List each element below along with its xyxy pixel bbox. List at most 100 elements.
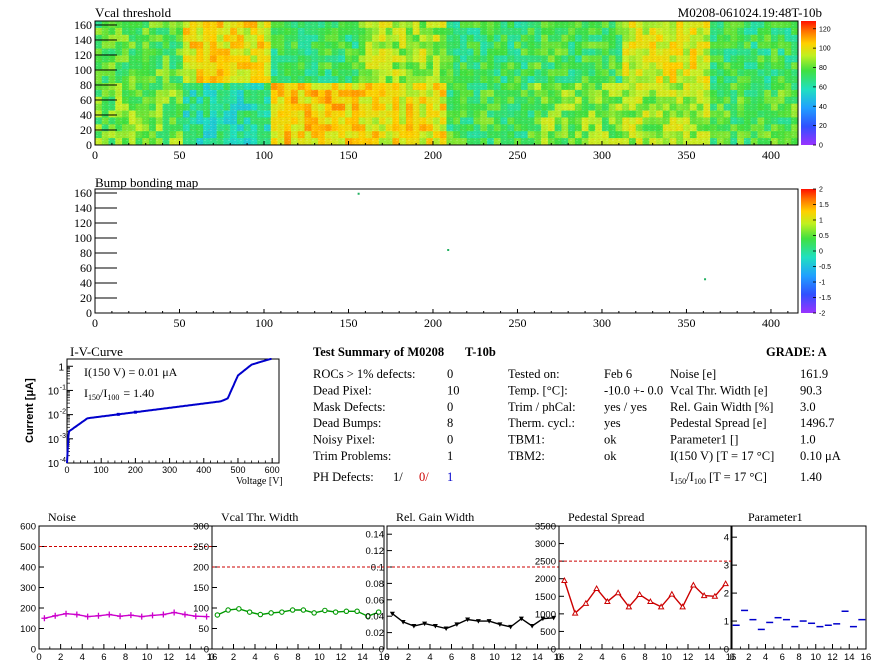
summary-defect-value: 0 xyxy=(447,433,453,447)
roc-point xyxy=(149,612,156,619)
bump-map-points xyxy=(357,192,707,281)
roc-x-tick-label: 0 xyxy=(729,652,734,663)
map-x-tick-label: 400 xyxy=(762,316,780,330)
summary-condition-label: Trim / phCal: xyxy=(508,400,576,414)
map-x-tick-label: 50 xyxy=(173,316,185,330)
map-y-tick-label: 40 xyxy=(80,108,92,122)
iv-y-tick-label: 10 xyxy=(48,411,60,422)
summary-defect-label: Dead Pixel: xyxy=(313,383,372,397)
roc-x-tick-label: 16 xyxy=(207,652,218,663)
iv-ylabel: Current [μA] xyxy=(24,378,36,443)
roc-point xyxy=(540,616,546,622)
roc-chart-frame xyxy=(386,525,560,650)
scale-tick-label: 80 xyxy=(819,65,827,72)
summary-parameter-label: Vcal Thr. Width [e] xyxy=(670,383,768,397)
summary-condition-value: yes xyxy=(604,416,621,430)
summary-defect-value: 8 xyxy=(447,416,453,430)
scale-tick-label: 0.5 xyxy=(819,233,829,240)
iv-y-tick-exponent: -1 xyxy=(60,384,66,391)
scale-tick-label: 120 xyxy=(819,26,831,33)
vcal-map-frame xyxy=(94,20,799,146)
roc-x-tick-label: 6 xyxy=(274,652,279,663)
roc-x-tick-label: 14 xyxy=(844,652,855,663)
summary-parameter-value: 0.10 μA xyxy=(800,449,841,463)
roc-y-tick-label: 4 xyxy=(724,533,729,544)
summary-ratio-label: I150/I100 [T = 17 °C] xyxy=(670,470,767,486)
ph-defects-value-3: 1 xyxy=(447,470,453,484)
map-x-tick-label: 200 xyxy=(424,148,442,162)
roc-x-tick-label: 10 xyxy=(142,652,153,663)
roc-y-tick-label: 0 xyxy=(31,645,36,656)
scale-tick-label: -1.5 xyxy=(819,295,831,302)
bump-color-scale xyxy=(801,189,816,313)
roc-point xyxy=(411,624,417,629)
roc-point xyxy=(657,603,665,610)
roc-x-tick-label: 8 xyxy=(295,652,300,663)
roc-point xyxy=(604,598,611,605)
summary-defect-label: Noisy Pixel: xyxy=(313,433,375,447)
roc-x-tick-label: 10 xyxy=(661,652,672,663)
map-x-tick-label: 300 xyxy=(593,316,611,330)
roc-point xyxy=(289,607,296,613)
roc-point xyxy=(475,619,481,624)
roc-y-tick-label: 300 xyxy=(20,583,36,594)
map-y-tick-label: 160 xyxy=(74,186,92,200)
roc-y-tick-label: 0.08 xyxy=(366,579,385,590)
map-y-tick-label: 80 xyxy=(80,78,92,92)
iv-ratio-label: I150/I100 = 1.40 xyxy=(84,386,154,402)
scale-tick-label: -0.5 xyxy=(819,264,831,271)
roc-point xyxy=(332,609,339,615)
roc-series-line xyxy=(217,608,379,617)
roc-y-tick-label: 0.02 xyxy=(366,628,385,639)
roc-x-tick-label: 16 xyxy=(861,652,872,663)
roc-point xyxy=(311,610,317,616)
roc-x-tick-label: 6 xyxy=(101,652,106,663)
roc-point xyxy=(73,611,80,618)
roc-chart-frame xyxy=(211,525,385,650)
map-y-tick-label: 120 xyxy=(74,48,92,62)
vcal-map-title: Vcal threshold xyxy=(95,5,172,20)
roc-x-tick-label: 8 xyxy=(470,652,475,663)
iv-x-tick-label: 500 xyxy=(230,465,245,475)
summary-defect-label: ROCs > 1% defects: xyxy=(313,367,416,381)
roc-point xyxy=(711,592,719,599)
roc-series-line xyxy=(563,580,727,615)
roc-point xyxy=(454,622,460,627)
map-y-tick-label: 20 xyxy=(80,123,92,137)
iv-title: I-V-Curve xyxy=(70,344,123,359)
map-x-tick-label: 0 xyxy=(92,316,98,330)
map-y-tick-label: 160 xyxy=(74,18,92,32)
module-id-label: M0208-061024.19:48T-10b xyxy=(678,5,822,20)
roc-x-tick-label: 6 xyxy=(780,652,785,663)
iv-y-tick-label: 10 xyxy=(48,435,60,446)
roc-point xyxy=(106,611,113,618)
roc-point xyxy=(160,611,167,618)
roc-x-tick-label: 16 xyxy=(726,652,737,663)
bump-color-scale-ticks: 2 1.5 1 0.5 0 -0.5 -1 -1.5 -2 xyxy=(813,187,831,318)
roc-x-tick-label: 10 xyxy=(810,652,821,663)
roc-point xyxy=(127,612,134,619)
roc-x-tick-label: 8 xyxy=(796,652,801,663)
roc-x-tick-label: 4 xyxy=(599,652,604,663)
roc-point xyxy=(432,624,438,629)
roc-point xyxy=(486,619,492,624)
scale-tick-label: -2 xyxy=(819,311,825,318)
roc-y-tick-label: 0.06 xyxy=(366,595,385,606)
summary-condition-value: ok xyxy=(604,449,617,463)
roc-point xyxy=(551,615,557,621)
roc-point xyxy=(246,609,253,615)
summary-parameter-value: 161.9 xyxy=(800,367,828,381)
summary-tag: T-10b xyxy=(465,345,496,359)
summary-parameter-value: 3.0 xyxy=(800,400,816,414)
summary-defect-label: Mask Defects: xyxy=(313,400,386,414)
roc-x-tick-label: 4 xyxy=(80,652,85,663)
roc-point xyxy=(354,608,360,615)
ph-defects-value-1: 1/ xyxy=(393,470,403,484)
roc-x-tick-label: 14 xyxy=(704,652,715,663)
roc-x-tick-label: 6 xyxy=(449,652,454,663)
scale-tick-label: 0 xyxy=(819,249,823,256)
